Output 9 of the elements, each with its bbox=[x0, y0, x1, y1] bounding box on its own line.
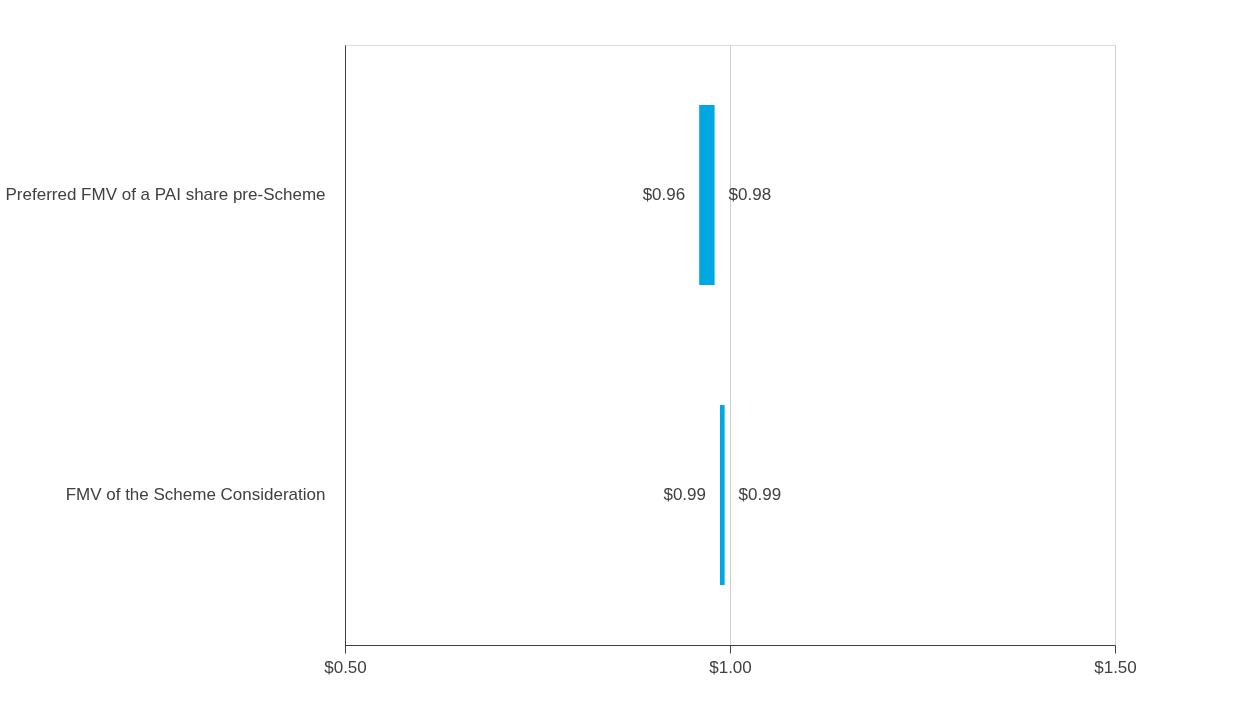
annotation: $0.99 bbox=[663, 485, 706, 504]
annotation: $0.98 bbox=[728, 185, 772, 204]
y-tick-label: FMV of the Scheme Consideration bbox=[65, 485, 326, 504]
x-tick-label: $1.00 bbox=[709, 657, 752, 677]
y-tick-label: Preferred FMV of a PAI share pre-Scheme bbox=[5, 185, 326, 204]
x-tick-label: $0.50 bbox=[324, 657, 367, 677]
annotation: $0.96 bbox=[642, 185, 686, 204]
annotation: $0.99 bbox=[738, 485, 782, 504]
x-tick-label: $1.50 bbox=[1094, 657, 1137, 677]
